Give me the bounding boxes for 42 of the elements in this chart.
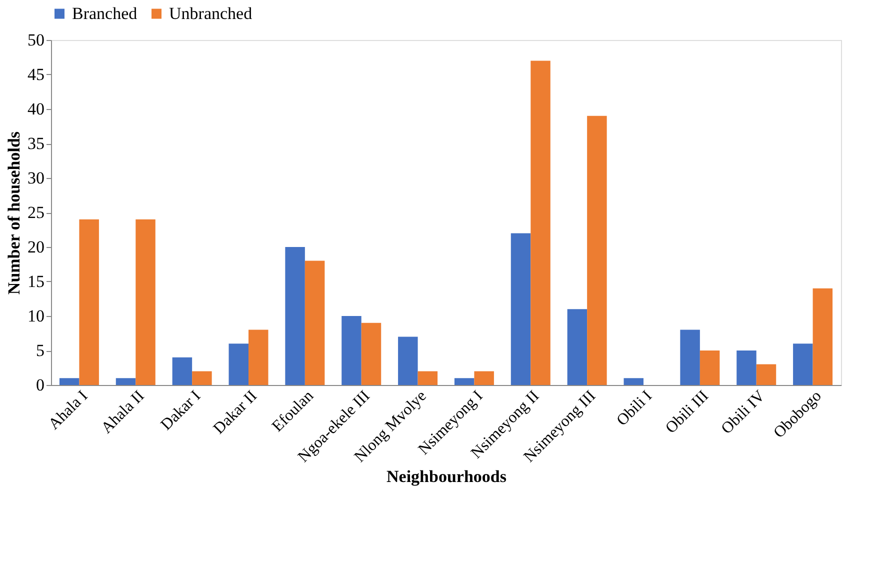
y-tick-label: 50: [28, 30, 44, 50]
bar: [812, 288, 833, 385]
bar: [59, 378, 80, 385]
y-axis-title: Number of households: [4, 131, 24, 295]
bar: [398, 336, 418, 385]
legend-label: Branched: [72, 4, 138, 23]
bar: [624, 378, 644, 385]
bar: [587, 116, 607, 385]
y-tick-label: 35: [28, 134, 44, 153]
x-axis-title: Neighbourhoods: [386, 467, 507, 486]
bar: [285, 247, 305, 385]
bar: [474, 371, 494, 385]
bar: [248, 330, 268, 385]
bar: [736, 350, 756, 385]
bar: [136, 219, 156, 385]
bar: [192, 371, 212, 385]
bar: [454, 378, 474, 385]
bar: [304, 260, 325, 385]
bar: [361, 322, 382, 385]
bar: [567, 309, 588, 385]
bar: [342, 316, 362, 385]
y-tick-label: 10: [28, 306, 44, 326]
bar: [172, 357, 192, 385]
bar: [530, 60, 550, 385]
bar: [756, 364, 776, 385]
bar: [418, 371, 438, 385]
bar: [700, 350, 720, 385]
bar: [680, 330, 700, 385]
bar: [116, 378, 136, 385]
bar: [228, 344, 248, 385]
y-tick-label: 25: [28, 203, 44, 222]
y-tick-label: 5: [36, 341, 44, 360]
y-tick-label: 20: [28, 238, 44, 256]
bar: [793, 344, 813, 385]
y-tick-label: 45: [28, 65, 44, 84]
y-tick-label: 0: [36, 376, 44, 394]
bar: [79, 219, 99, 385]
y-tick-label: 30: [28, 168, 44, 188]
y-tick-label: 40: [28, 100, 44, 118]
bar: [510, 233, 531, 385]
y-tick-label: 15: [28, 272, 44, 291]
legend-label: Unbranched: [169, 4, 253, 23]
